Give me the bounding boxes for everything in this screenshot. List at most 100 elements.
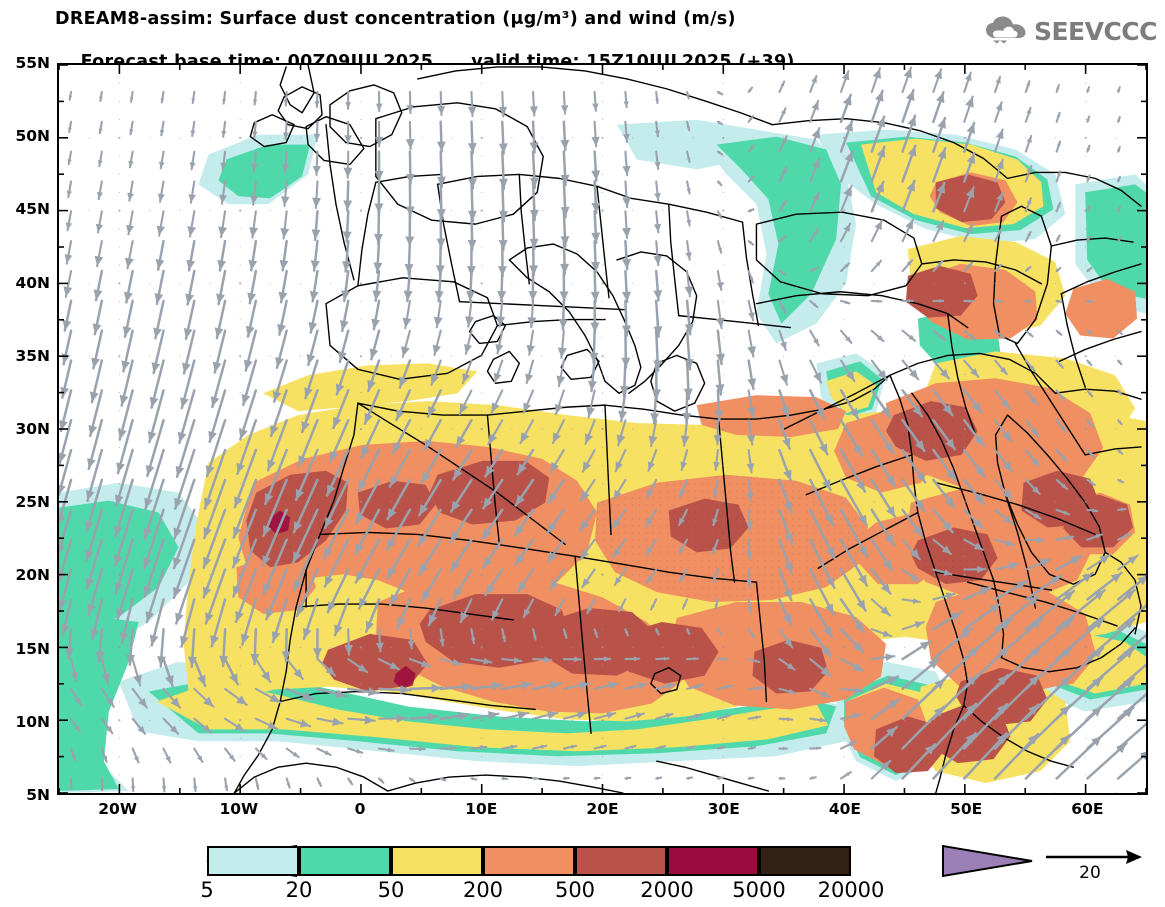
wind-arrow — [1116, 145, 1121, 153]
wind-arrow — [685, 240, 692, 261]
wind-arrow — [590, 299, 600, 334]
y-tick-label: 35N — [15, 346, 50, 365]
wind-arrow — [519, 419, 535, 445]
chart-header: DREAM8-assim: Surface dust concentration… — [0, 0, 1165, 72]
wind-arrow — [901, 639, 932, 661]
wind-arrow — [1116, 575, 1146, 601]
wind-arrow — [1024, 80, 1031, 93]
wind-arrow — [93, 269, 104, 302]
wind-arrow — [525, 359, 535, 385]
wind-arrow — [191, 90, 196, 105]
wind-arrow — [578, 508, 596, 532]
wind-arrow — [778, 135, 788, 153]
wind-arrow — [470, 628, 476, 645]
wind-arrow — [294, 448, 319, 502]
wind-arrow — [653, 329, 663, 372]
wind-arrow — [778, 166, 788, 183]
colorbar-tick-label: 5 — [200, 878, 214, 902]
wind-arrow — [1086, 205, 1091, 213]
wind-arrow — [993, 703, 1040, 750]
wind-arrow — [223, 657, 239, 686]
wind-arrow — [342, 239, 352, 273]
wind-arrow — [1024, 419, 1040, 438]
wind-arrow — [1024, 574, 1063, 601]
seevccc-logo: SEEVCCC — [984, 14, 1158, 48]
wind-arrow — [963, 186, 975, 213]
wind-arrow — [126, 210, 135, 236]
wind-arrow — [285, 657, 304, 680]
wind-arrow — [901, 389, 924, 418]
wind-arrow — [994, 101, 1003, 123]
wind-arrow — [360, 419, 381, 459]
wind-arrow — [405, 120, 415, 151]
wind-arrow — [653, 210, 662, 234]
y-tick-label: 20N — [15, 566, 50, 585]
wind-arrow — [254, 747, 268, 761]
wind-arrow — [193, 717, 213, 734]
wind-arrow — [1024, 389, 1038, 406]
wind-arrow — [745, 538, 753, 560]
wind-arrow — [85, 508, 104, 563]
wind-arrow — [1055, 449, 1068, 463]
wind-arrow — [498, 90, 508, 118]
wind-arrow — [932, 611, 963, 631]
wind-arrow — [994, 508, 1014, 525]
wind-arrow — [994, 419, 1013, 443]
wind-arrow — [285, 747, 300, 759]
wind-arrow — [623, 90, 629, 109]
wind-arrow — [100, 657, 110, 685]
wind-arrow — [654, 120, 660, 138]
colorbar-segment — [759, 846, 851, 876]
wind-arrow — [579, 478, 596, 503]
wind-arrow — [716, 90, 724, 96]
wind-arrow — [680, 449, 689, 472]
wind-arrow — [839, 657, 865, 673]
wind-arrow — [870, 653, 896, 662]
wind-arrow — [481, 508, 504, 541]
wind-arrow — [712, 568, 719, 583]
wind-arrow — [1086, 144, 1091, 153]
wind-arrow — [778, 80, 786, 93]
wind-arrow — [1024, 265, 1032, 273]
wind-arrow — [328, 419, 350, 464]
wind-arrow — [310, 239, 320, 272]
wind-arrow — [716, 657, 729, 661]
wind-arrow — [143, 478, 165, 540]
wind-arrow — [221, 120, 227, 138]
wind-arrow — [88, 389, 104, 438]
wind-arrow — [1086, 419, 1095, 429]
wind-arrow — [522, 389, 535, 414]
wind-arrow — [809, 717, 827, 723]
wind-arrow — [562, 776, 570, 781]
wind-arrow — [68, 90, 73, 101]
wind-arrow — [963, 602, 1002, 631]
wind-arrow — [254, 657, 272, 683]
wind-arrow — [586, 598, 596, 615]
wind-arrow — [269, 389, 288, 438]
wind-arrow — [901, 359, 920, 381]
wind-arrow — [417, 538, 442, 576]
wind-arrow — [250, 627, 260, 666]
wind-arrow — [560, 90, 569, 115]
wind-arrow — [870, 448, 897, 488]
wind-arrow — [151, 329, 165, 375]
wind-arrow — [870, 219, 884, 243]
wind-arrow — [678, 508, 689, 527]
wind-arrow — [408, 657, 432, 668]
wind-arrow — [395, 389, 412, 422]
wind-arrow — [716, 240, 723, 254]
wind-arrow — [870, 389, 892, 419]
wind-arrow — [398, 359, 412, 389]
wind-arrow — [963, 702, 1009, 750]
wind-arrow — [932, 419, 957, 451]
wind-arrow — [932, 592, 956, 601]
wind-arrow — [685, 628, 691, 635]
wind-arrow — [1055, 299, 1063, 303]
colorbar-tick-label: 200 — [462, 878, 504, 902]
wind-arrow — [430, 359, 442, 386]
wind-arrow — [189, 150, 196, 171]
wind-arrow — [272, 359, 288, 403]
colorbar-segment — [483, 846, 575, 876]
wind-arrow — [353, 508, 381, 556]
wind-arrow — [558, 299, 568, 331]
